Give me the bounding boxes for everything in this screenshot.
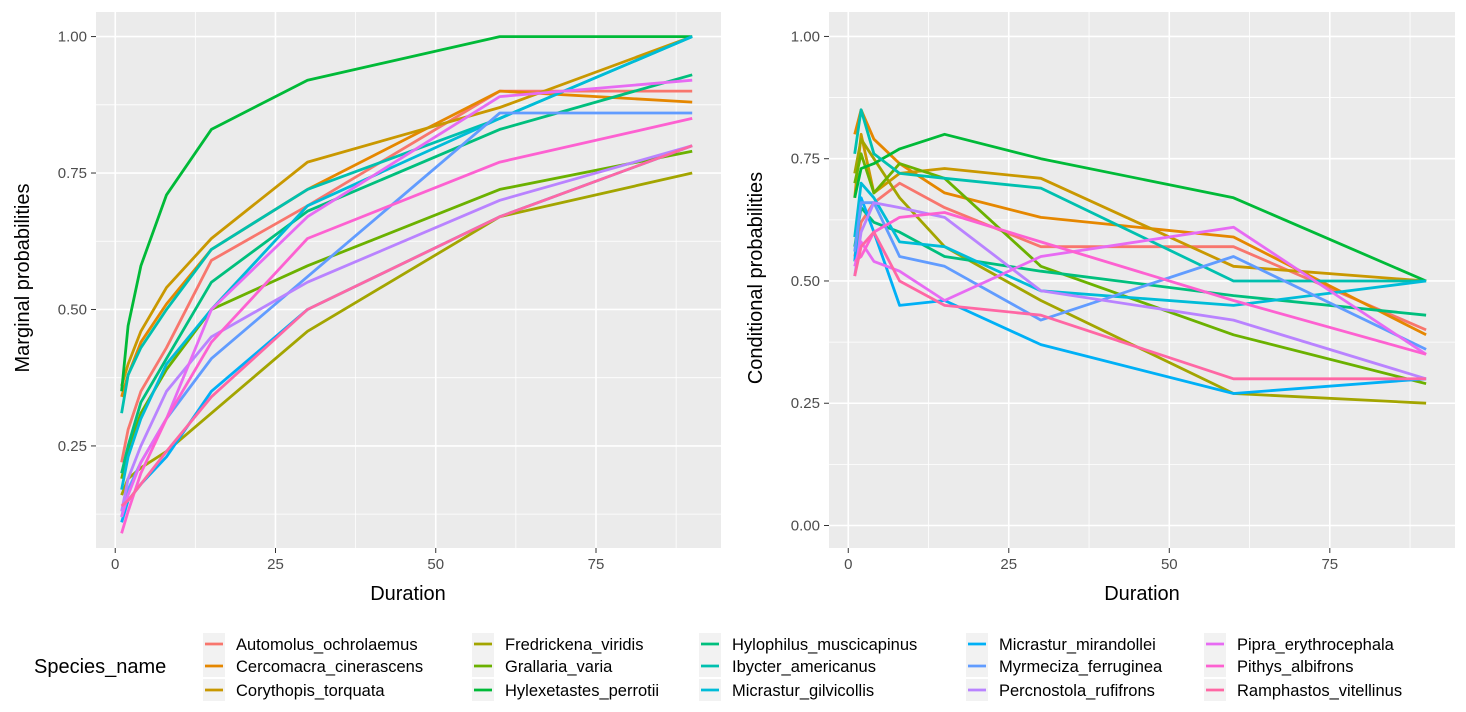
left-series-line-Hylophilus_muscicapinus bbox=[120, 73, 693, 474]
right-x-tick-label: 0 bbox=[844, 556, 852, 573]
left-x-axis-title: Duration bbox=[370, 583, 446, 605]
left-series-line-Myrmeciza_ferruginea bbox=[120, 111, 693, 518]
legend-item-label: Automolus_ochrolaemus bbox=[236, 636, 418, 654]
legend-item-label: Pipra_erythrocephala bbox=[1237, 636, 1395, 654]
legend-item-label: Ibycter_americanus bbox=[732, 658, 876, 676]
legend-item-label: Micrastur_gilvicollis bbox=[732, 682, 874, 700]
legend-item-label: Fredrickena_viridis bbox=[505, 636, 643, 654]
legend-item-label: Percnostola_rufifrons bbox=[999, 682, 1155, 700]
right-series-line-Automolus_ochrolaemus bbox=[853, 181, 1427, 332]
right-y-tick-label: 0.50 bbox=[791, 273, 820, 290]
left-series-line-Automolus_ochrolaemus bbox=[120, 89, 693, 463]
right-y-tick-label: 0.25 bbox=[791, 395, 820, 412]
left-series-line-Grallaria_varia bbox=[120, 149, 693, 480]
legend-item-label: Grallaria_varia bbox=[505, 658, 613, 676]
legend: Species_name Automolus_ochrolaemus Cercom… bbox=[34, 633, 1402, 701]
right-y-tick-label: 1.00 bbox=[791, 28, 820, 45]
marginal-probabilities-panel: 0 25 50 75 0.25 0.50 0.75 1.00 bbox=[58, 12, 721, 573]
legend-item-label: Micrastur_mirandollei bbox=[999, 636, 1156, 654]
left-series-line-Pithys_albifrons bbox=[120, 117, 693, 534]
legend-item-label: Ramphastos_vitellinus bbox=[1237, 682, 1402, 700]
legend-item-label: Cercomacra_cinerascens bbox=[236, 658, 423, 676]
right-y-axis-title: Conditional probabilities bbox=[745, 172, 767, 384]
right-series-line-Ibycter_americanus bbox=[853, 108, 1427, 283]
right-series-line-Percnostola_rufifrons bbox=[853, 201, 1427, 381]
right-series-line-Fredrickena_viridis bbox=[853, 137, 1427, 405]
left-y-tick-label: 0.75 bbox=[58, 165, 87, 182]
right-series-line-Grallaria_varia bbox=[853, 152, 1427, 386]
right-y-tick-label: 0.75 bbox=[791, 151, 820, 168]
left-x-tick-label: 50 bbox=[427, 556, 444, 573]
left-x-tick-label: 25 bbox=[267, 556, 284, 573]
left-x-tick-label: 0 bbox=[111, 556, 119, 573]
right-series-line-Hylexetastes_perrotii bbox=[853, 132, 1427, 283]
left-y-tick-label: 1.00 bbox=[58, 29, 87, 46]
right-x-tick-label: 50 bbox=[1161, 556, 1178, 573]
left-series-line-Micrastur_gilvicollis bbox=[120, 35, 693, 490]
right-series-line-Myrmeciza_ferruginea bbox=[853, 201, 1427, 351]
conditional-probabilities-panel: 0 25 50 75 0.00 0.25 0.50 0.75 1.00 bbox=[791, 12, 1455, 573]
legend-item-label: Hylophilus_muscicapinus bbox=[732, 636, 917, 654]
right-y-tick-label: 0.00 bbox=[791, 518, 820, 535]
legend-item-label: Pithys_albifrons bbox=[1237, 658, 1353, 676]
legend-title: Species_name bbox=[34, 656, 166, 678]
left-y-tick-label: 0.25 bbox=[58, 438, 87, 455]
legend-item-label: Myrmeciza_ferruginea bbox=[999, 658, 1163, 676]
left-series-line-Ibycter_americanus bbox=[120, 35, 693, 414]
left-y-axis-title: Marginal probabilities bbox=[12, 184, 34, 373]
left-series-line-Ramphastos_vitellinus bbox=[120, 144, 693, 508]
legend-item-label: Hylexetastes_perrotii bbox=[505, 682, 659, 700]
left-y-tick-label: 0.50 bbox=[58, 301, 87, 318]
right-series-line-Micrastur_gilvicollis bbox=[853, 181, 1427, 307]
right-series-line-Ramphastos_vitellinus bbox=[853, 230, 1427, 381]
right-x-tick-label: 75 bbox=[1321, 556, 1338, 573]
right-x-tick-label: 25 bbox=[1000, 556, 1017, 573]
legend-item-label: Corythopis_torquata bbox=[236, 682, 385, 700]
left-x-tick-label: 75 bbox=[588, 556, 605, 573]
right-x-axis-title: Duration bbox=[1104, 583, 1180, 605]
left-series-line-Hylexetastes_perrotii bbox=[120, 35, 693, 392]
right-series-line-Pithys_albifrons bbox=[853, 211, 1427, 356]
left-series-line-Pipra_erythrocephala bbox=[120, 78, 693, 518]
